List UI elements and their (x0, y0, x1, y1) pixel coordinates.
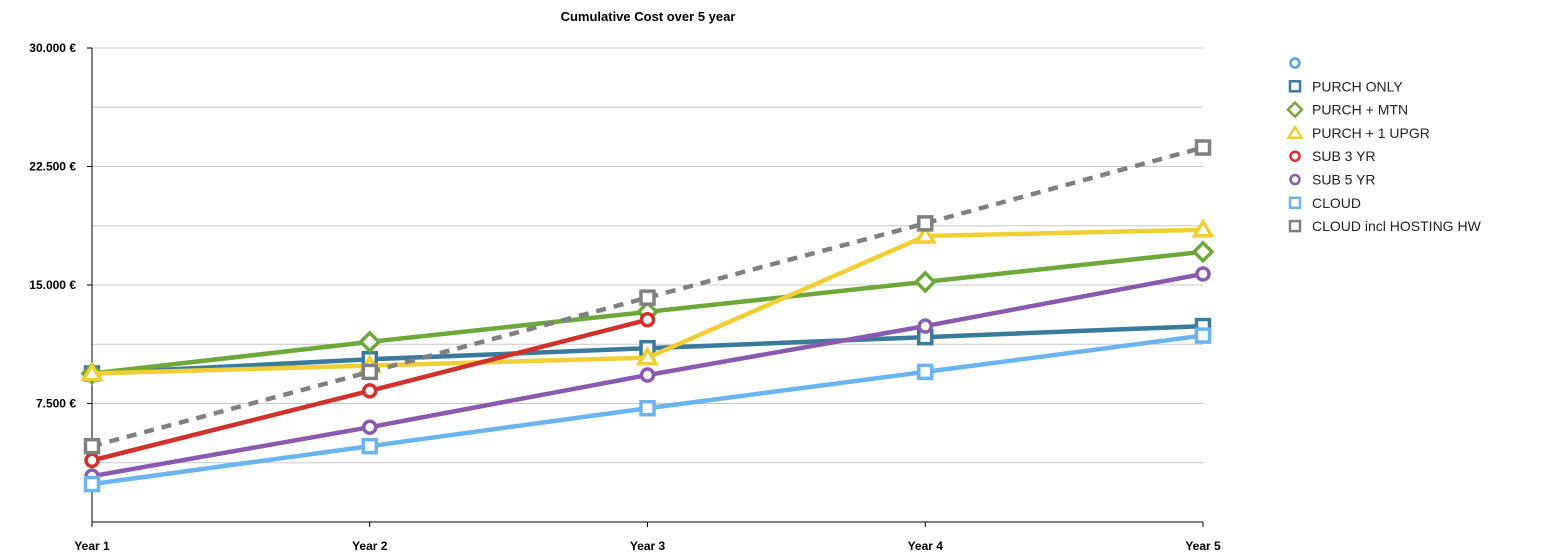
data-point (913, 224, 937, 244)
data-point (917, 318, 933, 334)
y-tick-label: 7.500 € (36, 397, 76, 411)
data-point (635, 346, 660, 366)
data-point (1194, 139, 1212, 156)
data-point (1191, 240, 1215, 264)
chart-title: Cumulative Cost over 5 year (561, 9, 736, 24)
legend-label: PURCH + 1 UPGR (1312, 125, 1430, 141)
legend-item: SUB 3 YR (1289, 148, 1376, 164)
legend-marker (1288, 196, 1302, 210)
data-point (917, 363, 934, 381)
y-axis-ticks: 7.500 € 15.000 € 22.500 € 30.000 € (29, 41, 92, 411)
data-point (362, 419, 378, 435)
x-tick-label: Year 1 (74, 539, 110, 553)
data-point (361, 363, 378, 381)
data-point (639, 312, 656, 328)
legend-label: SUB 5 YR (1312, 172, 1376, 188)
data-point (917, 215, 934, 232)
legend-item: PURCH + 1 UPGR (1286, 124, 1430, 141)
legend-marker (1288, 219, 1302, 233)
data-point (913, 270, 937, 294)
legend-item: CLOUD incl HOSTING HW (1288, 218, 1482, 234)
y-tick-label: 15.000 € (29, 278, 76, 292)
legend-item: SUB 5 YR (1289, 172, 1376, 188)
data-point (639, 289, 656, 306)
data-point (1195, 266, 1211, 282)
data-point (1191, 218, 1215, 238)
data-point (84, 452, 100, 469)
legend-marker (1289, 173, 1301, 186)
legend-item: CLOUD (1288, 195, 1361, 211)
x-axis-ticks: Year 1 Year 2 Year 3 Year 4 Year 5 (74, 522, 1221, 553)
legend-item: PURCH + MTN (1286, 100, 1408, 119)
legend-label: CLOUD (1312, 195, 1361, 211)
legend-marker (1286, 124, 1304, 140)
data-point (362, 383, 378, 399)
data-point (80, 362, 104, 382)
legend-marker (1286, 100, 1304, 119)
y-tick-label: 22.500 € (29, 160, 76, 174)
x-tick-label: Year 3 (630, 539, 666, 553)
data-point (83, 475, 101, 493)
legend: PURCH ONLY PURCH + MTN PURCH + 1 UPGR SUB 3… (1286, 57, 1482, 234)
x-tick-label: Year 2 (352, 539, 388, 553)
data-point (358, 330, 382, 354)
series-line (91, 145, 1204, 449)
series-purch-mtn (80, 240, 1215, 385)
legend-label: SUB 3 YR (1312, 148, 1376, 164)
data-point (361, 437, 378, 455)
x-tick-label: Year 4 (908, 539, 944, 553)
y-tick-label: 30.000 € (29, 41, 76, 55)
data-point (639, 367, 656, 383)
legend-marker (1289, 150, 1301, 162)
series-layer (80, 139, 1215, 493)
legend-item: PURCH ONLY (1288, 78, 1403, 94)
data-point (83, 437, 101, 455)
legend-marker (1289, 57, 1301, 69)
data-point (1194, 327, 1212, 344)
series-cloud (83, 327, 1212, 493)
series-purch-1-upgr (80, 218, 1215, 382)
legend-label: CLOUD incl HOSTING HW (1312, 218, 1482, 234)
x-tick-label: Year 5 (1185, 539, 1221, 553)
legend-label: PURCH ONLY (1312, 78, 1403, 94)
legend-item (1289, 57, 1301, 69)
legend-label: PURCH + MTN (1312, 102, 1408, 118)
series-cloud-incl-hosting-hw (83, 139, 1212, 455)
data-point (639, 399, 656, 417)
legend-marker (1288, 80, 1302, 93)
